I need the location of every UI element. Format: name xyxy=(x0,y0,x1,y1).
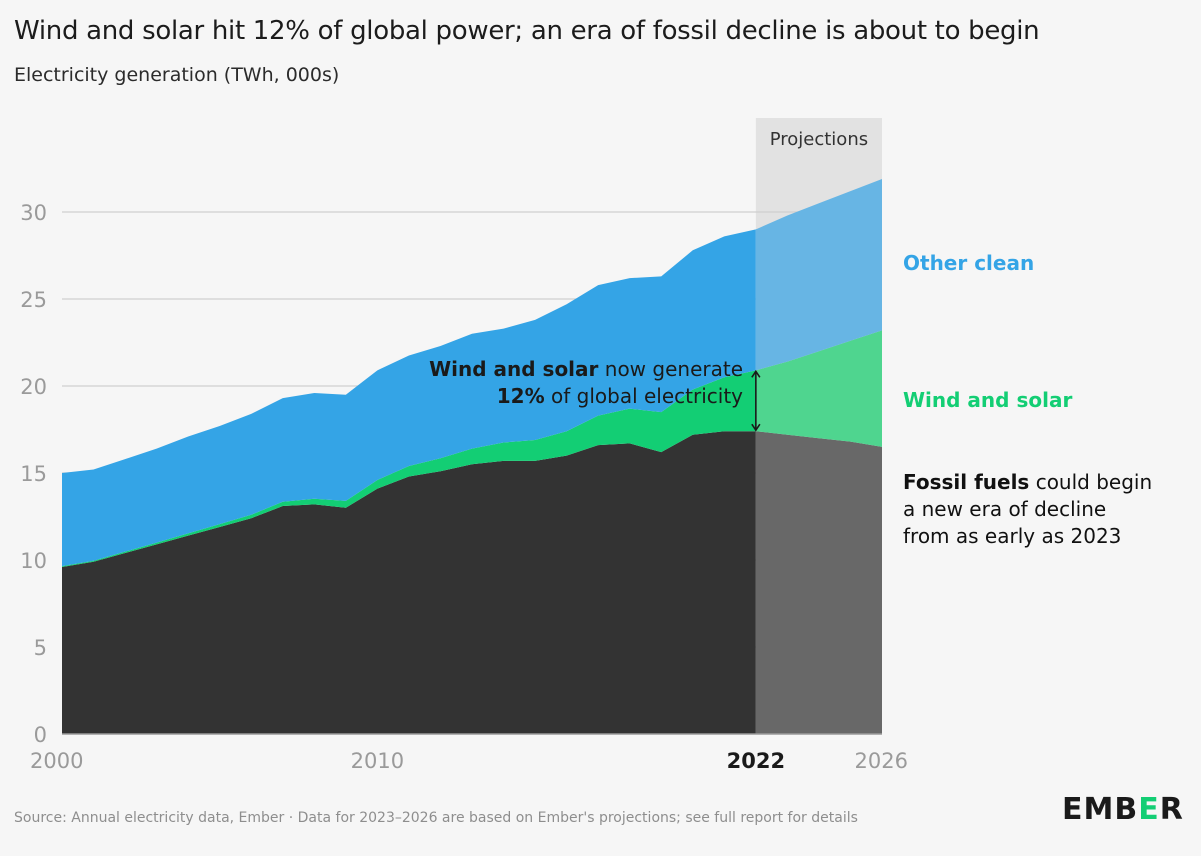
fossil-note-line1: Fossil fuels could begin xyxy=(903,470,1152,494)
area-fossil-fuels xyxy=(62,431,756,734)
series-label-other-clean: Other clean xyxy=(903,251,1034,275)
stacked-areas xyxy=(62,178,882,734)
area-other-clean xyxy=(62,229,756,567)
source-note: Source: Annual electricity data, Ember ·… xyxy=(14,810,858,826)
area-wind-and-solar-projection xyxy=(755,330,882,447)
share-annotation-line1: Wind and solar now generate xyxy=(429,357,743,381)
fossil-note-line2: a new era of decline xyxy=(903,497,1106,521)
x-tick-label: 2026 xyxy=(855,749,908,773)
fossil-note-line3: from as early as 2023 xyxy=(903,524,1121,548)
series-label-wind-solar: Wind and solar xyxy=(903,388,1072,412)
y-tick-label: 15 xyxy=(20,462,47,486)
ember-logo: EMBER xyxy=(1062,792,1184,827)
projection-label: Projections xyxy=(770,129,868,150)
chart-subtitle: Electricity generation (TWh, 000s) xyxy=(14,64,340,86)
share-arrow-icon xyxy=(751,369,761,432)
y-tick-label: 0 xyxy=(34,723,47,747)
area-other-clean-projection xyxy=(755,178,882,371)
area-fossil-fuels-projection xyxy=(755,431,882,734)
y-tick-label: 5 xyxy=(34,636,47,660)
area-chart: Projections 0 5 10 15 20 25 30 2000 2010 2022 202… xyxy=(20,118,1152,773)
arrow-head-down xyxy=(751,423,761,432)
y-tick-label: 10 xyxy=(20,549,47,573)
x-tick-label: 2022 xyxy=(727,749,785,773)
chart-title: Wind and solar hit 12% of global power; … xyxy=(14,16,1040,46)
x-tick-label: 2010 xyxy=(351,749,404,773)
y-tick-label: 30 xyxy=(20,201,47,225)
y-tick-label: 25 xyxy=(20,288,47,312)
area-wind-and-solar xyxy=(62,370,756,567)
x-tick-label: 2000 xyxy=(30,749,83,773)
share-annotation-line2: 12% of global electricity xyxy=(497,384,743,408)
y-axis-ticks: 0 5 10 15 20 25 30 xyxy=(20,201,47,747)
x-axis-ticks: 2000 2010 2022 2026 xyxy=(30,733,908,773)
arrow-head-up xyxy=(751,369,761,378)
y-tick-label: 20 xyxy=(20,375,47,399)
